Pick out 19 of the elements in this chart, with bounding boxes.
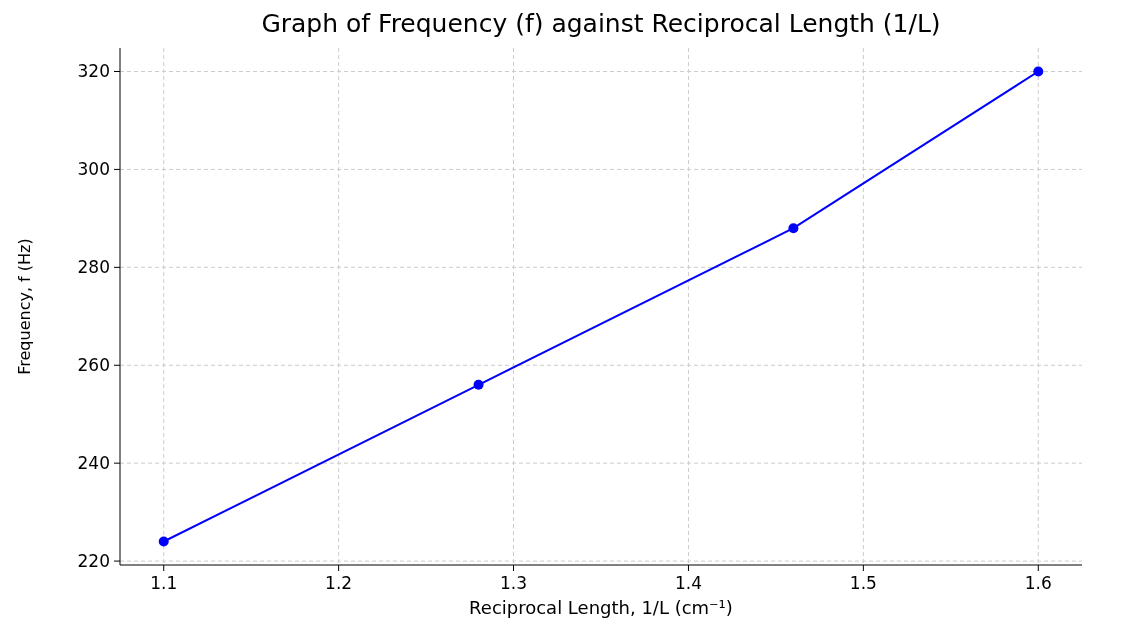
y-tick-label: 260 bbox=[77, 355, 110, 376]
x-tick-label: 1.3 bbox=[500, 573, 528, 593]
y-tick-label: 220 bbox=[77, 551, 110, 572]
x-tick-label: 1.1 bbox=[150, 573, 178, 593]
x-tick-label: 1.4 bbox=[674, 573, 702, 593]
chart-title: Graph of Frequency (f) against Reciprocal Length (1/L) bbox=[261, 9, 941, 38]
point bbox=[1033, 66, 1044, 77]
y-axis-title: Frequency, f (Hz) bbox=[15, 238, 34, 375]
x-axis-title: Reciprocal Length, 1/L (cm⁻¹) bbox=[469, 597, 733, 618]
x-tick-label: 1.6 bbox=[1024, 573, 1052, 593]
y-tick-label: 240 bbox=[77, 453, 110, 474]
y-tick-label: 320 bbox=[77, 61, 110, 82]
point bbox=[473, 379, 484, 390]
y-tick-label: 280 bbox=[77, 257, 110, 278]
point bbox=[158, 536, 169, 547]
x-tick-label: 1.2 bbox=[325, 573, 353, 593]
y-tick-label: 300 bbox=[77, 159, 110, 180]
point bbox=[788, 223, 799, 234]
x-tick-label: 1.5 bbox=[849, 573, 877, 593]
